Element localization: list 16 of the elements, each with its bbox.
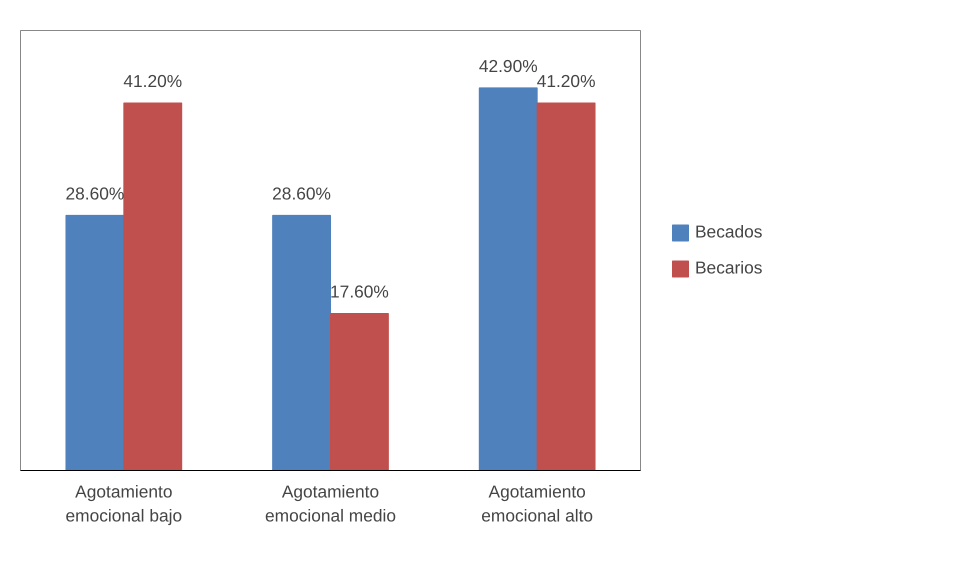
x-tick-label: Agotamiento emocional medio xyxy=(265,482,396,526)
data-label: 17.60% xyxy=(330,282,389,302)
bar xyxy=(330,313,389,470)
bar xyxy=(478,87,538,470)
legend-label: Becarios xyxy=(695,258,762,278)
x-tick-label: Agotamiento emocional bajo xyxy=(66,482,182,526)
data-label: 28.60% xyxy=(272,183,331,204)
data-label: 42.90% xyxy=(478,56,538,76)
legend-label: Becados xyxy=(695,222,762,242)
bar xyxy=(65,214,124,470)
bar xyxy=(123,102,182,470)
bar xyxy=(536,102,596,470)
x-tick-label: Agotamiento emocional alto xyxy=(481,482,594,526)
bar xyxy=(272,214,331,470)
data-label: 41.20% xyxy=(536,71,596,92)
data-label: 41.20% xyxy=(123,71,182,92)
